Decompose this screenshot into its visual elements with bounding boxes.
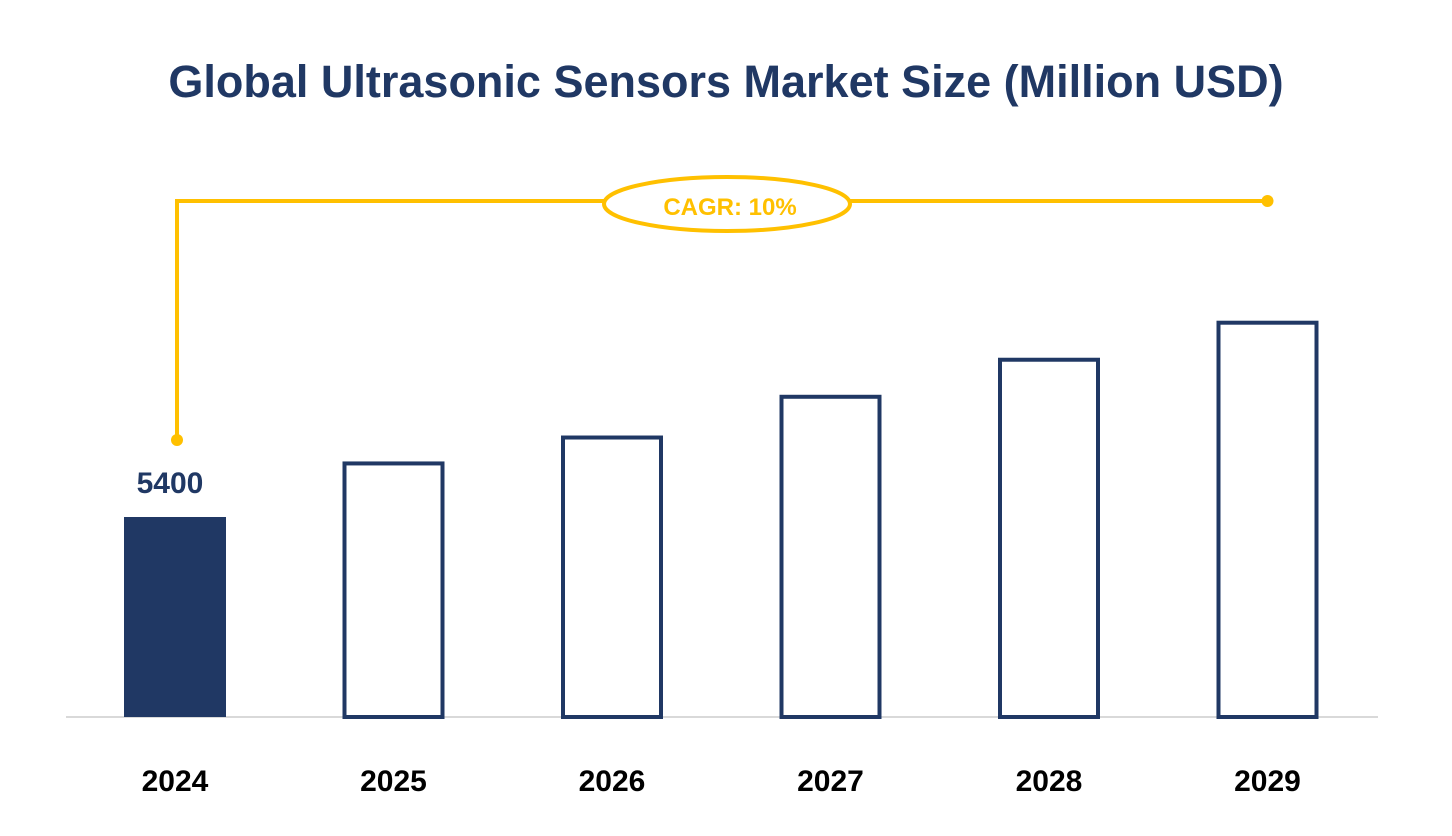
bar-2027 [779,394,882,719]
x-tick-label-2027: 2027 [797,765,864,798]
x-tick-label-2024: 2024 [142,765,209,798]
cagr-label: CAGR: 10% [663,194,796,221]
bar-2029 [1216,320,1319,719]
chart-title: Global Ultrasonic Sensors Market Size (M… [168,56,1284,107]
x-tick-label-2029: 2029 [1234,765,1301,798]
cagr-ellipse [602,175,852,233]
bar-2024 [124,517,226,717]
bar-2028 [998,357,1100,719]
cagr-start-dot [171,434,183,446]
x-tick-label-2025: 2025 [360,765,427,798]
data-label-2024: 5400 [137,467,204,500]
cagr-connector-line [175,199,1268,440]
x-tick-label-2028: 2028 [1016,765,1083,798]
bar-2026 [561,435,663,719]
bar-2025 [342,461,445,720]
cagr-end-dot [1261,195,1274,207]
x-tick-label-2026: 2026 [579,765,646,798]
